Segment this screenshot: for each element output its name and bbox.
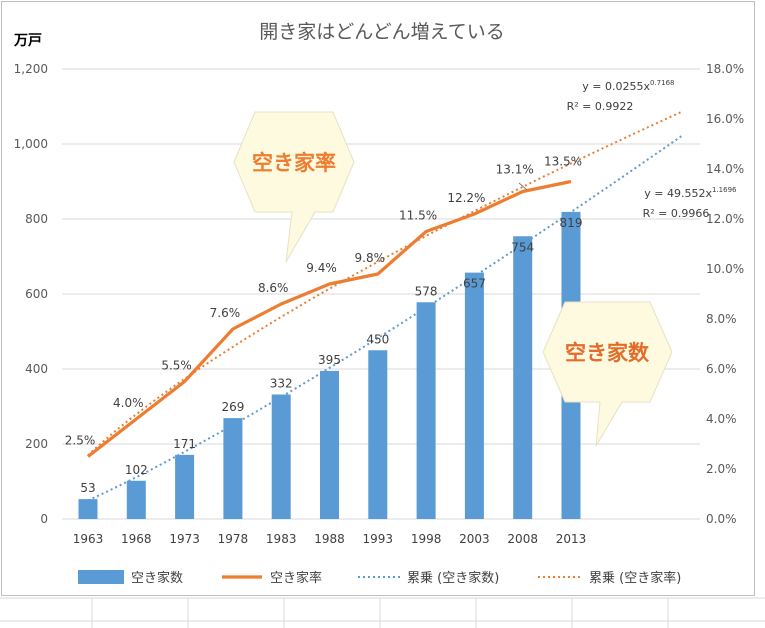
- x-tick-label: 1983: [266, 532, 297, 546]
- bar-1978: [223, 418, 243, 519]
- y2-tick-label: 0.0%: [706, 512, 737, 526]
- legend-label-line: 空き家率: [270, 570, 322, 586]
- bar-data-label: 332: [270, 377, 293, 391]
- bar-2008: [513, 236, 533, 519]
- x-tick-label: 1968: [121, 532, 152, 546]
- bar-data-label: 395: [318, 353, 341, 367]
- y2-tick-label: 16.0%: [706, 112, 744, 126]
- bar-data-label: 754: [511, 240, 534, 254]
- y-tick-label: 200: [25, 437, 48, 451]
- data-label-leader: [518, 182, 528, 191]
- x-tick-label: 1998: [411, 532, 442, 546]
- x-tick-label: 2008: [507, 532, 538, 546]
- y-tick-label: 1,200: [14, 62, 48, 76]
- y-tick-label: 800: [25, 212, 48, 226]
- x-tick-label: 1988: [314, 532, 345, 546]
- line-data-label: 13.5%: [544, 155, 582, 169]
- chart-area-border: [1, 1, 755, 596]
- line-data-label: 12.2%: [447, 191, 485, 205]
- x-tick-label: 1978: [218, 532, 249, 546]
- bar-data-label: 269: [221, 400, 244, 414]
- x-tick-label: 1973: [169, 532, 200, 546]
- y-tick-label: 1,000: [14, 137, 48, 151]
- legend-label-bar: 空き家数: [131, 570, 183, 586]
- callout-vacancy-count-label: 空き家数: [565, 341, 650, 365]
- bar-2003: [464, 272, 484, 519]
- trend-count-equation: y = 49.552x: [644, 187, 712, 200]
- y2-tick-label: 14.0%: [706, 162, 744, 176]
- line-data-label: 5.5%: [161, 359, 192, 373]
- bar-1963: [78, 499, 98, 519]
- line-data-label: 4.0%: [113, 396, 144, 410]
- bar-data-label: 657: [463, 277, 486, 291]
- bar-1993: [368, 350, 388, 519]
- line-data-label: 13.1%: [496, 163, 534, 177]
- trend-rate-r2: R² = 0.9922: [567, 100, 634, 113]
- trend-count-equation-exponent: 1.1696: [712, 186, 737, 194]
- line-vacancy-rate: [87, 179, 572, 458]
- bar-data-label: 578: [415, 284, 438, 298]
- chart-title: 開き家はどんどん増えている: [259, 21, 504, 43]
- y2-tick-label: 6.0%: [706, 362, 737, 376]
- bar-1998: [416, 302, 436, 519]
- x-tick-label: 1963: [73, 532, 104, 546]
- bar-1968: [126, 480, 146, 519]
- line-data-label: 9.8%: [355, 251, 386, 265]
- y2-tick-label: 4.0%: [706, 412, 737, 426]
- bar-data-label: 819: [560, 216, 583, 230]
- y2-tick-label: 8.0%: [706, 312, 737, 326]
- trend-rate-equation: y = 0.0255x: [582, 80, 650, 93]
- x-tick-label: 2003: [459, 532, 490, 546]
- y-tick-label: 400: [25, 362, 48, 376]
- line-data-label: 11.5%: [399, 209, 437, 223]
- bar-data-label: 102: [125, 463, 148, 477]
- callout-vacancy-rate-bubble: [233, 111, 355, 263]
- y2-tick-label: 18.0%: [706, 62, 744, 76]
- y-tick-label: 0: [40, 512, 48, 526]
- trendline-vacancy-count: [87, 134, 683, 502]
- bar-data-label: 53: [80, 481, 95, 495]
- line-data-label: 9.4%: [306, 261, 337, 275]
- y-tick-label: 600: [25, 287, 48, 301]
- line-data-label: 2.5%: [65, 434, 96, 448]
- bar-data-label: 171: [173, 437, 196, 451]
- legend-swatch-bar: [78, 570, 124, 584]
- bar-1973: [175, 454, 195, 519]
- line-data-label: 7.6%: [210, 306, 241, 320]
- trend-count-r2: R² = 0.9966: [643, 207, 710, 220]
- x-tick-label: 2013: [556, 532, 587, 546]
- legend-label-trend-rate: 累乗 (空き家率): [589, 570, 681, 586]
- callout-vacancy-count-bubble: [542, 301, 673, 447]
- y2-tick-label: 10.0%: [706, 262, 744, 276]
- bar-data-label: 450: [366, 332, 389, 346]
- legend-label-trend-count: 累乗 (空き家数): [407, 570, 499, 586]
- y-unit-label: 万戸: [13, 33, 42, 49]
- y2-tick-label: 12.0%: [706, 212, 744, 226]
- bar-1983: [271, 394, 291, 519]
- bar-1988: [320, 370, 339, 519]
- y2-tick-label: 2.0%: [706, 462, 737, 476]
- callout-vacancy-rate-label: 空き家率: [252, 151, 336, 175]
- trend-rate-equation-exponent: 0.7168: [650, 79, 675, 87]
- x-tick-label: 1993: [363, 532, 394, 546]
- line-data-label: 8.6%: [258, 281, 289, 295]
